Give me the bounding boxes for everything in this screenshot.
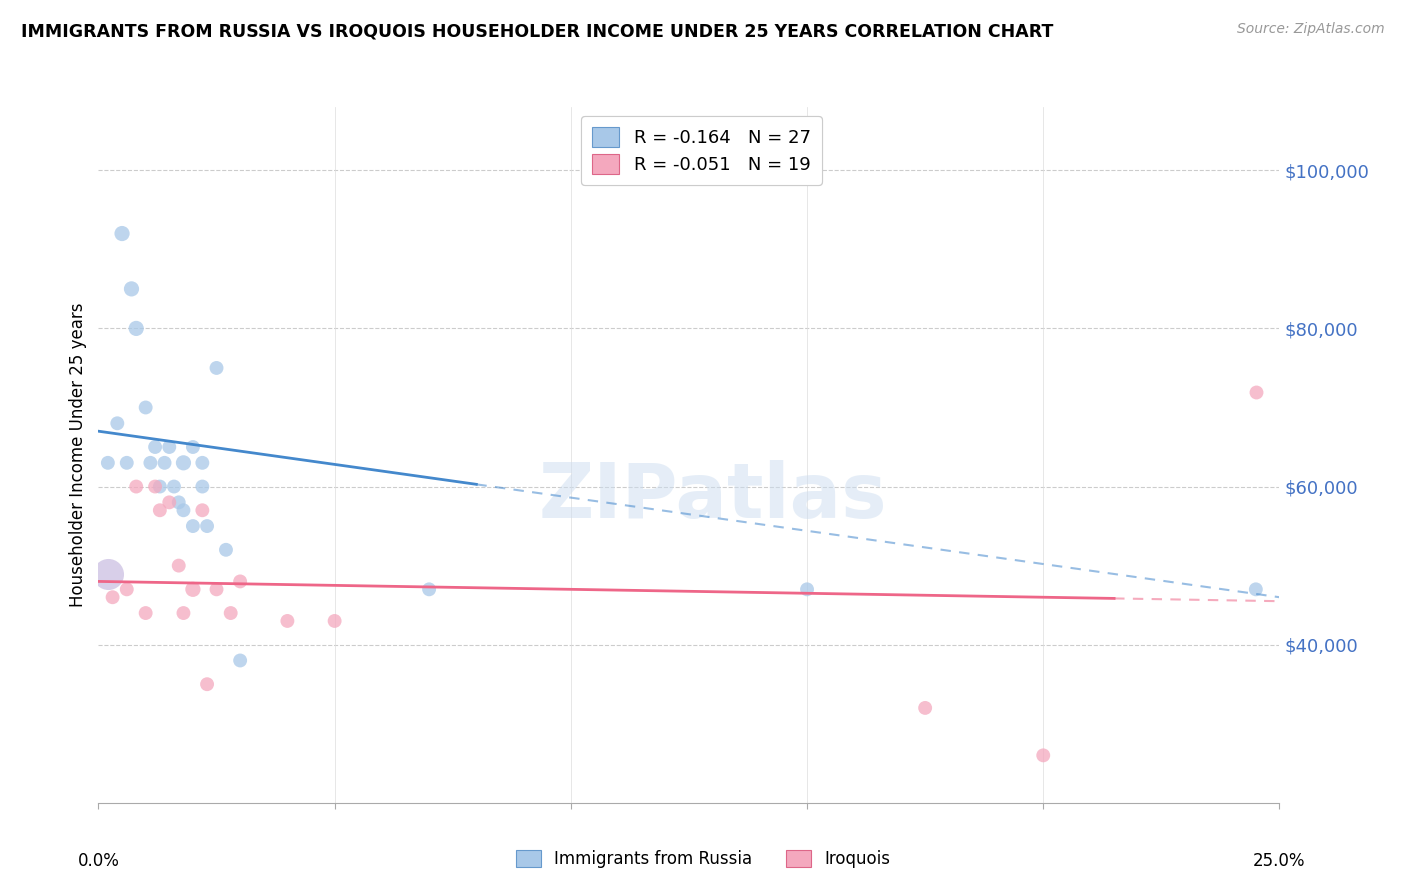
Point <box>157 495 180 509</box>
Point <box>191 503 214 517</box>
Text: 0.0%: 0.0% <box>77 852 120 870</box>
Point <box>181 519 204 533</box>
Point <box>796 582 818 597</box>
Point <box>219 606 242 620</box>
Point <box>125 321 148 335</box>
Point <box>97 456 120 470</box>
Point <box>181 582 204 597</box>
Point <box>143 440 166 454</box>
Point <box>191 456 214 470</box>
Point <box>418 582 440 597</box>
Legend: R = -0.164   N = 27, R = -0.051   N = 19: R = -0.164 N = 27, R = -0.051 N = 19 <box>582 116 821 185</box>
Point <box>191 479 214 493</box>
Point <box>205 582 228 597</box>
Point <box>323 614 346 628</box>
Point <box>229 653 252 667</box>
Legend: Immigrants from Russia, Iroquois: Immigrants from Russia, Iroquois <box>509 843 897 875</box>
Point <box>149 503 172 517</box>
Point <box>167 495 190 509</box>
Point <box>149 479 172 493</box>
Point <box>101 591 124 605</box>
Point <box>195 519 218 533</box>
Point <box>181 440 204 454</box>
Point <box>1032 748 1054 763</box>
Point <box>167 558 190 573</box>
Point <box>121 282 143 296</box>
Point <box>153 456 176 470</box>
Point <box>195 677 218 691</box>
Text: ZIPatlas: ZIPatlas <box>538 459 887 533</box>
Point <box>172 456 194 470</box>
Point <box>115 582 138 597</box>
Point <box>1244 384 1267 399</box>
Point <box>215 542 238 557</box>
Point <box>139 456 162 470</box>
Point <box>135 401 157 415</box>
Point <box>105 417 128 431</box>
Point <box>1244 582 1267 597</box>
Point <box>115 456 138 470</box>
Point <box>125 479 148 493</box>
Point <box>143 479 166 493</box>
Point <box>97 566 120 581</box>
Point <box>276 614 298 628</box>
Point <box>172 606 194 620</box>
Text: Source: ZipAtlas.com: Source: ZipAtlas.com <box>1237 22 1385 37</box>
Point <box>914 701 936 715</box>
Text: IMMIGRANTS FROM RUSSIA VS IROQUOIS HOUSEHOLDER INCOME UNDER 25 YEARS CORRELATION: IMMIGRANTS FROM RUSSIA VS IROQUOIS HOUSE… <box>21 22 1053 40</box>
Point <box>135 606 157 620</box>
Point <box>163 479 186 493</box>
Point <box>229 574 252 589</box>
Text: 25.0%: 25.0% <box>1253 852 1306 870</box>
Point <box>157 440 180 454</box>
Point <box>111 227 134 241</box>
Point <box>205 361 228 376</box>
Y-axis label: Householder Income Under 25 years: Householder Income Under 25 years <box>69 302 87 607</box>
Point <box>172 503 194 517</box>
